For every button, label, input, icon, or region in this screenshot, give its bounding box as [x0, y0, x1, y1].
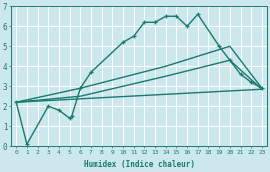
X-axis label: Humidex (Indice chaleur): Humidex (Indice chaleur) — [83, 160, 195, 169]
